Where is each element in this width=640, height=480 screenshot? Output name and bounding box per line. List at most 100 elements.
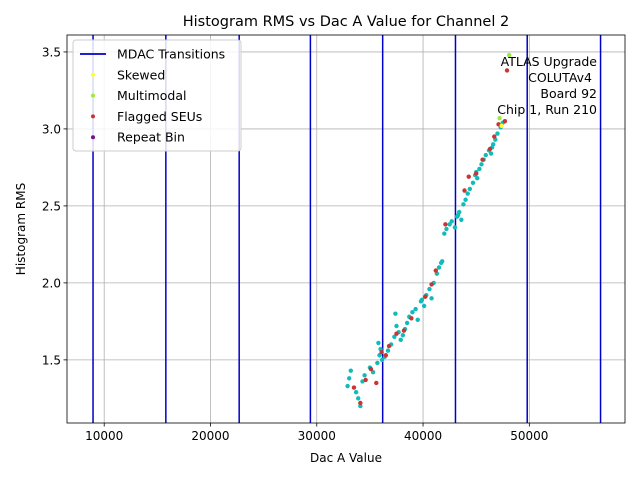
data-point — [394, 331, 399, 336]
data-point — [442, 231, 447, 236]
y-tick-label: 3.5 — [42, 45, 61, 59]
data-point — [415, 317, 420, 323]
data-point — [429, 282, 434, 287]
y-tick-label: 3.0 — [42, 122, 61, 136]
data-point — [502, 119, 508, 124]
data-point — [377, 353, 382, 358]
legend-item-multimodal: Multimodal — [91, 88, 186, 103]
data-point — [433, 268, 439, 273]
data-point — [477, 166, 482, 172]
data-point — [356, 396, 361, 401]
data-point — [351, 385, 357, 390]
legend-label: Skewed — [117, 67, 165, 82]
data-point — [363, 377, 368, 383]
x-tick-label: 20000 — [191, 429, 229, 443]
legend-label: Repeat Bin — [117, 130, 185, 145]
data-point — [465, 191, 470, 196]
data-point — [383, 353, 389, 358]
chart-title: Histogram RMS vs Dac A Value for Channel… — [183, 14, 509, 30]
data-point — [376, 340, 381, 346]
data-point — [410, 309, 415, 315]
series-data — [345, 120, 505, 409]
legend-label: Multimodal — [117, 88, 186, 103]
y-axis-ticks: 1.5 2.0 2.5 3.0 3.5 — [42, 45, 67, 367]
data-point — [497, 115, 502, 121]
data-point — [370, 369, 376, 375]
data-point — [436, 265, 442, 270]
data-point — [488, 151, 494, 156]
data-point — [495, 131, 500, 136]
legend-item-repeat-bin: Repeat Bin — [91, 130, 185, 145]
legend-item-skewed: Skewed — [91, 67, 165, 82]
data-point — [449, 219, 454, 224]
legend-label: Flagged SEUs — [117, 109, 202, 124]
legend-marker-swatch — [91, 72, 95, 77]
series-multimodal — [497, 52, 512, 121]
data-point — [358, 400, 363, 406]
data-point — [447, 222, 452, 227]
series-flagged-seus — [351, 68, 510, 406]
data-point — [374, 380, 379, 386]
legend-marker-swatch — [91, 135, 95, 140]
data-point — [401, 328, 407, 333]
data-point — [475, 175, 480, 181]
legend-marker-swatch — [91, 93, 95, 98]
y-tick-label: 1.5 — [42, 353, 61, 367]
y-tick-label: 2.0 — [42, 276, 61, 290]
y-axis-label: Histogram RMS — [14, 183, 28, 275]
data-point — [455, 212, 461, 218]
data-point — [470, 180, 476, 186]
data-point — [400, 333, 406, 338]
data-point — [358, 403, 363, 409]
data-point — [429, 296, 434, 301]
data-point — [459, 217, 464, 222]
data-point — [452, 225, 458, 230]
data-point — [368, 366, 374, 372]
legend-label: MDAC Transitions — [117, 47, 225, 62]
x-axis-ticks: 10000 20000 30000 40000 50000 — [85, 423, 548, 443]
data-point — [419, 297, 425, 303]
data-point — [398, 337, 403, 343]
data-point — [394, 323, 399, 329]
annotation-line-1: ATLAS Upgrade — [501, 54, 598, 69]
annotation-line-4: Chip 1, Run 210 — [497, 102, 597, 117]
data-point — [375, 360, 380, 366]
legend-item-mdac-transitions: MDAC Transitions — [80, 47, 225, 62]
x-tick-label: 40000 — [404, 429, 442, 443]
data-point — [385, 348, 391, 353]
data-point — [467, 186, 473, 192]
data-point — [479, 162, 484, 167]
x-tick-label: 30000 — [298, 429, 336, 443]
data-point — [413, 306, 418, 312]
annotation-line-2: COLUTAv4 — [528, 70, 592, 85]
data-point — [506, 52, 512, 58]
data-point — [466, 174, 471, 179]
data-point — [487, 146, 493, 152]
data-point — [438, 260, 444, 266]
data-point — [504, 68, 510, 73]
data-point — [409, 316, 414, 321]
x-axis-label: Dac A Value — [310, 451, 382, 465]
data-point — [443, 222, 448, 227]
data-point — [345, 383, 350, 389]
data-point — [421, 303, 427, 309]
legend-item-flagged-seus: Flagged SEUs — [91, 109, 202, 124]
data-point — [483, 152, 488, 158]
x-tick-label: 50000 — [510, 429, 548, 443]
legend-box — [72, 39, 242, 152]
plot-frame — [66, 34, 626, 424]
run-annotation: ATLAS Upgrade COLUTAv4 Board 92 Chip 1, … — [497, 54, 597, 117]
data-point — [427, 286, 432, 292]
data-point — [379, 357, 385, 363]
data-point — [462, 188, 467, 193]
data-points — [345, 52, 512, 409]
y-tick-label: 2.5 — [42, 199, 61, 213]
data-point — [386, 343, 392, 349]
annotation-line-3: Board 92 — [540, 86, 597, 101]
data-point — [353, 390, 359, 395]
data-point — [392, 334, 397, 339]
legend-marker-swatch — [91, 114, 95, 119]
data-point — [480, 157, 485, 162]
data-point — [362, 373, 367, 378]
